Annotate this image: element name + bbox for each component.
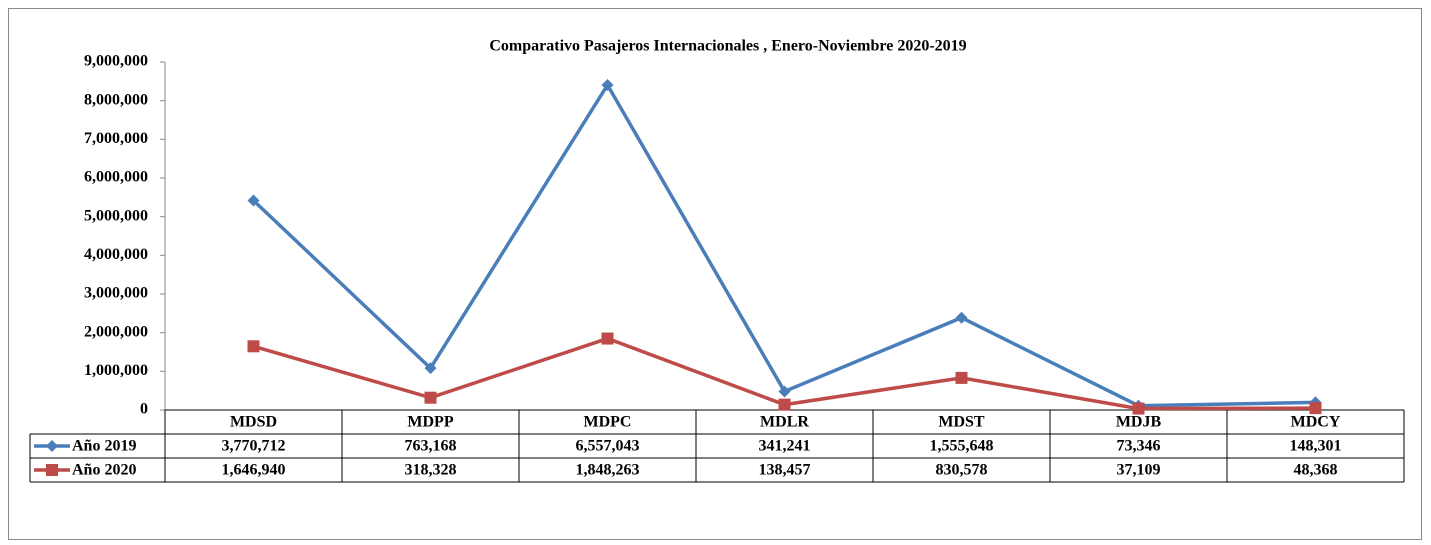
y-tick-label: 4,000,000 xyxy=(84,246,148,263)
data-point xyxy=(1132,402,1145,415)
y-tick-label: 9,000,000 xyxy=(84,53,148,70)
table-value: 48,368 xyxy=(1294,462,1338,479)
x-tick-label: MDSD xyxy=(230,414,277,431)
table-value: 1,555,648 xyxy=(930,438,994,455)
table-value: 6,557,043 xyxy=(576,438,640,455)
table-value: 73,346 xyxy=(1117,438,1161,455)
x-tick-label: MDCY xyxy=(1291,414,1341,431)
legend-marker xyxy=(46,440,58,452)
y-tick-label: 7,000,000 xyxy=(84,130,148,147)
legend-label: Año 2020 xyxy=(72,462,136,479)
x-tick-label: MDST xyxy=(938,414,985,431)
data-point xyxy=(778,398,791,411)
table-value: 148,301 xyxy=(1290,438,1342,455)
table-value: 138,457 xyxy=(759,462,811,479)
data-point xyxy=(955,371,968,384)
table-value: 763,168 xyxy=(405,438,457,455)
y-tick-label: 1,000,000 xyxy=(84,362,148,379)
legend-marker xyxy=(46,464,58,476)
y-tick-label: 2,000,000 xyxy=(84,323,148,340)
table-value: 37,109 xyxy=(1117,462,1161,479)
data-point xyxy=(955,311,968,324)
table-value: 830,578 xyxy=(936,462,988,479)
y-tick-label: 6,000,000 xyxy=(84,169,148,186)
y-tick-label: 5,000,000 xyxy=(84,207,148,224)
y-tick-label: 3,000,000 xyxy=(84,285,148,302)
y-tick-label: 0 xyxy=(140,401,148,418)
data-point xyxy=(601,332,614,345)
table-value: 341,241 xyxy=(759,438,811,455)
table-value: 318,328 xyxy=(405,462,457,479)
chart-title: Comparativo Pasajeros Internacionales , … xyxy=(489,38,966,55)
data-point xyxy=(778,385,791,398)
x-tick-label: MDJB xyxy=(1116,414,1162,431)
x-tick-label: MDPC xyxy=(584,414,632,431)
data-point xyxy=(424,391,437,404)
data-point xyxy=(601,78,614,91)
data-point xyxy=(1309,402,1322,415)
data-point xyxy=(247,194,260,207)
table-value: 1,848,263 xyxy=(576,462,640,479)
x-tick-label: MDPP xyxy=(407,414,453,431)
y-tick-label: 8,000,000 xyxy=(84,91,148,108)
table-value: 3,770,712 xyxy=(222,438,286,455)
data-point xyxy=(247,340,260,353)
data-point xyxy=(424,362,437,375)
x-tick-label: MDLR xyxy=(760,414,809,431)
table-value: 1,646,940 xyxy=(222,462,286,479)
legend-label: Año 2019 xyxy=(72,438,136,455)
